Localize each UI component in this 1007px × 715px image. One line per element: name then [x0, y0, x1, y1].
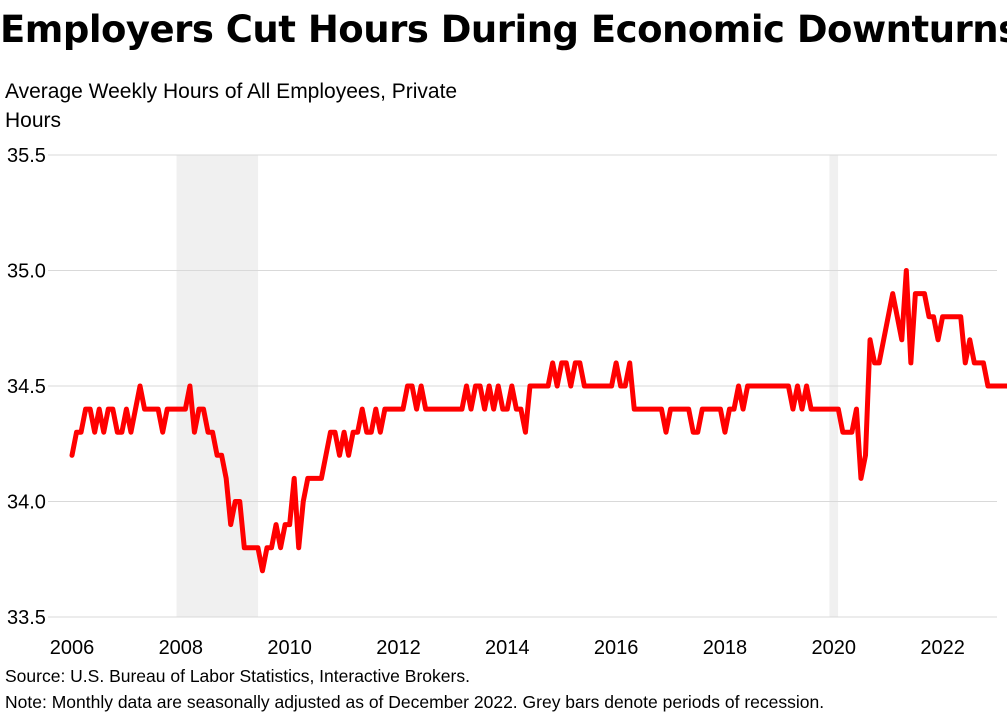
y-tick-label: 35.5	[7, 145, 46, 167]
series-line-1	[69, 268, 1007, 574]
x-tick-label: 2010	[267, 637, 312, 659]
y-axis-ticks: 33.5 34.0 34.5 35.0 35.5	[7, 145, 46, 629]
x-tick-label: 2008	[159, 637, 204, 659]
x-tick-label: 2016	[594, 637, 639, 659]
x-axis-ticks: 2006 2008 2010 2012 2014 2016 2018 2020 2022	[50, 637, 965, 659]
series-layer	[69, 268, 1007, 574]
chart-title: Employers Cut Hours During Economic Down…	[0, 8, 1007, 51]
y-tick-label: 35.0	[7, 261, 46, 283]
y-tick-label: 34.0	[7, 492, 46, 514]
x-tick-label: 2018	[703, 637, 748, 659]
x-tick-label: 2022	[920, 637, 965, 659]
methodology-note: Note: Monthly data are seasonally adjust…	[5, 692, 825, 712]
y-axis-unit-label: Hours	[5, 109, 62, 132]
y-tick-label: 33.5	[7, 607, 46, 629]
x-tick-label: 2014	[485, 637, 530, 659]
y-tick-label: 34.5	[7, 376, 46, 398]
gridlines	[48, 154, 997, 618]
x-tick-label: 2006	[50, 637, 95, 659]
x-tick-label: 2020	[812, 637, 857, 659]
x-tick-label: 2012	[376, 637, 421, 659]
source-note: Source: U.S. Bureau of Labor Statistics,…	[5, 666, 470, 686]
chart-subtitle: Average Weekly Hours of All Employees, P…	[5, 80, 458, 103]
